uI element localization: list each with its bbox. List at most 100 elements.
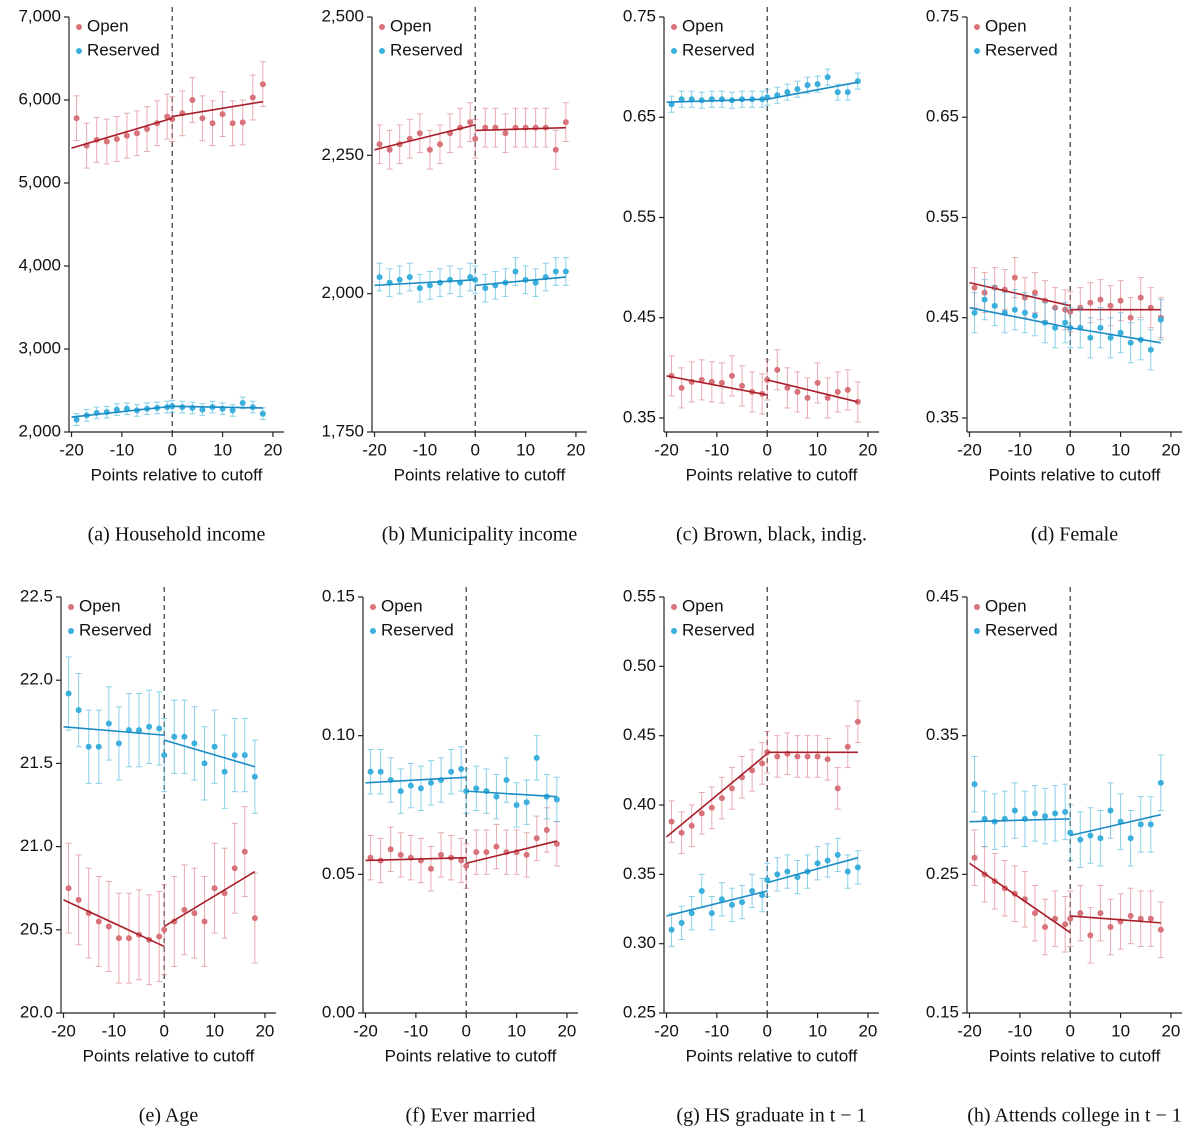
point [1011,274,1018,281]
point [483,849,490,856]
legend-label: Reserved [381,620,454,639]
y-tick-label: 2,500 [321,6,364,25]
point [367,768,374,775]
y-tick-label: 0.15 [322,586,355,605]
point [396,276,403,283]
point [1127,835,1134,842]
point [1031,810,1038,817]
point [113,406,120,413]
point [698,376,705,383]
point [784,384,791,391]
point [426,146,433,153]
x-tick-label: 10 [1111,440,1130,459]
point [1157,316,1164,323]
fit-line [666,890,768,917]
x-axis-label: Points relative to cutoff [686,1046,858,1065]
point [219,111,226,118]
fit-line [767,379,859,403]
point [482,124,489,131]
point [1127,314,1134,321]
point [1097,324,1104,331]
y-tick-label: 4,000 [18,255,61,274]
point [1062,921,1069,928]
fit-line [969,818,1071,823]
point [201,918,208,925]
point [1031,312,1038,319]
point [718,795,725,802]
y-tick-label: 0.25 [623,1002,656,1021]
x-tick-label: 20 [858,440,877,459]
y-tick-label: 2,250 [321,145,364,164]
point [1107,924,1114,931]
point [1157,779,1164,786]
point [971,309,978,316]
point [814,81,821,88]
legend-label: Reserved [79,620,152,639]
x-tick-label: 0 [167,440,176,459]
legend-marker [370,604,376,610]
legend-label: Reserved [682,620,755,639]
y-tick-label: 0.35 [623,407,656,426]
caption: (c) Brown, black, indig. [676,524,867,546]
x-axis-label: Points relative to cutoff [91,465,263,484]
fit-line [1070,915,1161,924]
point [105,923,112,930]
x-tick-label: 20 [1161,1021,1180,1040]
fit-line [767,81,859,100]
point [718,896,725,903]
y-tick-label: 0.40 [623,794,656,813]
y-tick-label: 0.50 [623,656,656,675]
x-axis-label: Points relative to cutoff [394,465,566,484]
x-tick-label: -20 [654,1021,679,1040]
y-tick-label: 0.45 [623,725,656,744]
y-tick-label: 0.55 [623,586,656,605]
panel: 0.25 0.30 0.35 0.40 0.45 0.50 0.55 -20 -10 0 10 20P… [623,586,879,1127]
point [552,146,559,153]
point [191,740,198,747]
point [1062,808,1069,815]
point [115,935,122,942]
point [493,843,500,850]
x-tick-label: 10 [516,440,535,459]
point [728,785,735,792]
fit-line [172,405,263,409]
point [473,849,480,856]
point [386,146,393,153]
point [668,926,675,933]
point [1097,296,1104,303]
fit-line [63,899,165,948]
fit-line [71,405,173,418]
panel: 20.0 20.5 21.0 21.5 22.0 22.5 -20 -10 0 10 20Point… [20,586,276,1127]
point [804,394,811,401]
legend-marker [671,628,677,634]
x-axis-label: Points relative to cutoff [686,465,858,484]
point [834,89,841,96]
point [1147,915,1154,922]
x-tick-label: 20 [566,440,585,459]
point [397,851,404,858]
y-tick-label: 0.45 [926,586,959,605]
point [156,725,163,732]
point [844,743,851,750]
point [416,285,423,292]
point [448,768,455,775]
point [73,115,80,122]
y-tick-label: 22.5 [20,586,53,605]
point [1147,346,1154,353]
point [1067,829,1074,836]
point [161,752,168,759]
point [739,899,746,906]
point [65,885,72,892]
point [532,279,539,286]
x-tick-label: -20 [957,1021,982,1040]
y-tick-label: 20.0 [20,1002,53,1021]
x-tick-label: -20 [654,440,679,459]
point [794,874,801,881]
point [426,282,433,289]
point [678,384,685,391]
point [981,296,988,303]
x-tick-label: 20 [858,1021,877,1040]
legend-label: Reserved [985,40,1058,59]
